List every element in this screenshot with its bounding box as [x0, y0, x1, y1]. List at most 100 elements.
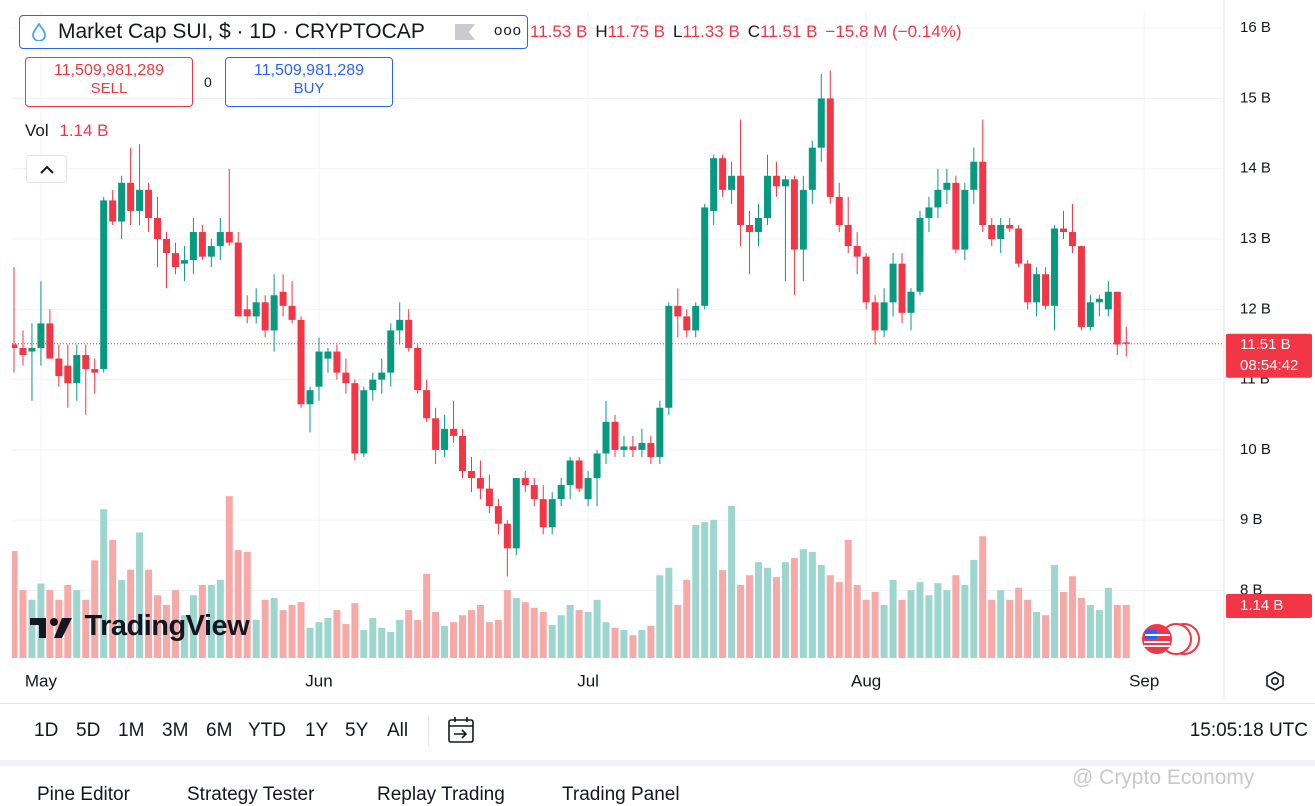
volume-bar: [728, 505, 736, 658]
candle-body: [817, 98, 825, 148]
range-button[interactable]: 5D: [76, 720, 101, 741]
volume-bar: [100, 509, 108, 658]
candle-body: [342, 372, 350, 384]
last-price-label: 11.51 B: [1240, 336, 1291, 353]
volume-bar: [737, 584, 745, 658]
volume-bar: [683, 579, 691, 658]
volume-legend: Vol 1.14 B: [25, 121, 109, 141]
legend-key: H: [595, 22, 608, 41]
range-button[interactable]: YTD: [248, 720, 286, 741]
candle-body: [844, 224, 852, 247]
candle-body: [1015, 228, 1023, 264]
candle-body: [207, 246, 215, 257]
country-flags: [1142, 623, 1200, 655]
buy-button[interactable]: 11,509,981,289 BUY: [225, 57, 393, 107]
countdown: 08:54:42: [1240, 357, 1298, 374]
volume-bar: [396, 619, 404, 658]
volume-bar: [790, 558, 798, 658]
sui-icon: [32, 23, 46, 41]
range-button[interactable]: All: [387, 720, 409, 741]
volume-bar: [270, 598, 278, 658]
range-button[interactable]: 1Y: [305, 720, 329, 741]
volume-bar: [387, 631, 395, 658]
range-button[interactable]: 6M: [206, 720, 233, 741]
range-button[interactable]: 1D: [34, 720, 59, 741]
candle-body: [1006, 224, 1014, 229]
volume-bar: [889, 579, 897, 658]
legend-item: 11.53 B: [530, 22, 587, 41]
candle-body: [270, 295, 278, 331]
range-button[interactable]: 5Y: [345, 720, 369, 741]
settings-icon[interactable]: [1264, 670, 1286, 692]
panel-tab[interactable]: Replay Trading: [377, 784, 505, 805]
candle-body: [539, 499, 547, 528]
candle-body: [189, 232, 197, 261]
panel-tab[interactable]: Pine Editor: [37, 784, 130, 805]
candle-body: [808, 147, 816, 190]
symbol-box[interactable]: Market Cap SUI, $ · 1D · CRYPTOCAP ooo: [19, 15, 528, 49]
volume-bar: [1113, 604, 1121, 658]
candle-body: [710, 158, 718, 211]
volume-bar: [907, 590, 915, 658]
y-tick-label: 16 B: [1240, 19, 1271, 36]
candle-body: [593, 453, 601, 479]
panel-tab[interactable]: Trading Panel: [562, 784, 680, 805]
candle-body: [387, 330, 395, 373]
candle-body: [396, 319, 404, 331]
date-range-icon[interactable]: [446, 716, 476, 746]
collapse-button[interactable]: [26, 155, 67, 183]
volume-bar: [799, 549, 807, 658]
volume-bar: [333, 610, 341, 658]
candle-body: [557, 485, 565, 500]
candle-body: [719, 158, 727, 190]
volume-bar: [118, 579, 126, 658]
candle-body: [961, 189, 969, 250]
y-tick-label: 15 B: [1240, 89, 1271, 106]
candle-body: [656, 407, 664, 457]
candle-body: [871, 302, 879, 331]
volume-bar: [279, 610, 287, 658]
volume-bar: [755, 562, 763, 658]
volume-bar: [970, 559, 978, 658]
volume-tag: [1226, 593, 1312, 618]
candle-body: [1042, 274, 1050, 306]
volume-bar: [898, 599, 906, 658]
volume-bar: [665, 567, 673, 658]
volume-bar: [925, 595, 933, 658]
candle-body: [37, 323, 45, 349]
candle-body: [1059, 228, 1067, 233]
volume-bar: [360, 630, 368, 658]
volume-bar: [808, 551, 816, 658]
candle-body: [701, 207, 709, 306]
volume-bar: [943, 590, 951, 658]
candle-body: [306, 390, 314, 405]
candle-body: [746, 224, 754, 233]
candle-body: [683, 316, 691, 331]
more-button[interactable]: ooo: [494, 22, 523, 39]
legend-item: L11.33 B: [673, 22, 740, 41]
sell-label: SELL: [90, 80, 128, 97]
volume-bar: [710, 519, 718, 658]
y-tick-label: 12 B: [1240, 300, 1271, 317]
panel-tab[interactable]: Strategy Tester: [187, 784, 315, 805]
candle-body: [548, 499, 556, 528]
y-tick-label: 10 B: [1240, 441, 1271, 458]
volume-bar: [91, 560, 99, 658]
candle-body: [692, 305, 700, 331]
volume-bar: [288, 604, 296, 658]
range-button[interactable]: 3M: [162, 720, 189, 741]
volume-bar: [369, 618, 377, 658]
sell-button[interactable]: 11,509,981,289 SELL: [25, 57, 193, 107]
last-price-tag: [1226, 333, 1312, 378]
volume-bar: [378, 627, 386, 658]
candle-body: [423, 390, 431, 419]
volume-bar: [189, 595, 197, 658]
volume-bar: [73, 590, 81, 658]
volume-bar: [638, 630, 646, 658]
watermark: @ Crypto Economy: [1072, 766, 1255, 789]
range-button[interactable]: 1M: [118, 720, 145, 741]
volume-bar: [198, 584, 206, 658]
candle-body: [91, 369, 99, 373]
y-tick-label: 9 B: [1240, 511, 1263, 528]
volume-bar: [306, 627, 314, 658]
